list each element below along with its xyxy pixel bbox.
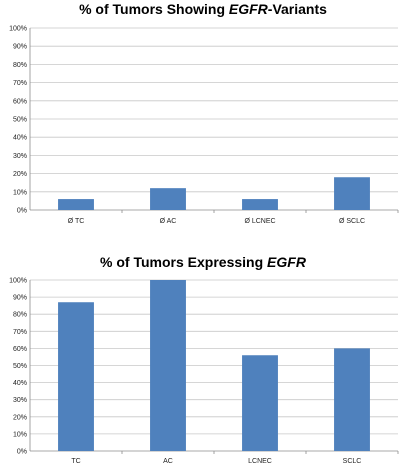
y-tick-label: 80% — [13, 312, 27, 319]
bar — [150, 188, 186, 210]
y-tick-label: 30% — [13, 153, 27, 160]
y-tick-label: 40% — [13, 380, 27, 387]
y-tick-label: 60% — [13, 346, 27, 353]
y-tick-label: 70% — [13, 80, 27, 87]
bar — [334, 177, 370, 210]
y-tick-label: 60% — [13, 98, 27, 105]
chart-1: % of Tumors Showing EGFR-Variants 0% 10% 20… — [9, 1, 399, 225]
category-label: Ø LCNEC — [244, 218, 275, 225]
category-label: TC — [71, 458, 80, 465]
chart-title: % of Tumors Showing EGFR-Variants — [79, 1, 327, 17]
y-tick-label: 10% — [13, 431, 27, 438]
bar — [58, 302, 94, 451]
category-label: Ø AC — [160, 218, 177, 225]
y-tick-label: 20% — [13, 414, 27, 421]
y-tick-label: 10% — [13, 189, 27, 196]
y-tick-label: 100% — [9, 26, 27, 33]
bar — [334, 348, 370, 451]
chart-title: % of Tumors Expressing EGFR — [100, 254, 307, 270]
y-tick-label: 80% — [13, 62, 27, 69]
y-tick-label: 50% — [13, 363, 27, 370]
y-tick-label: 90% — [13, 44, 27, 51]
y-tick-label: 40% — [13, 135, 27, 142]
bar — [242, 355, 278, 451]
y-tick-label: 70% — [13, 329, 27, 336]
bar — [242, 199, 278, 210]
y-tick-label: 100% — [9, 278, 27, 285]
bar — [150, 280, 186, 451]
y-tick-label: 30% — [13, 397, 27, 404]
y-tick-label: 50% — [13, 117, 27, 124]
category-label: Ø SCLC — [339, 218, 365, 225]
chart-2: % of Tumors Expressing EGFR 0% 10% 20% 30% 40… — [9, 254, 399, 465]
bar — [58, 199, 94, 210]
category-label: LCNEC — [248, 458, 272, 465]
category-label: Ø TC — [68, 218, 85, 225]
y-tick-label: 0% — [17, 208, 27, 215]
y-tick-label: 20% — [13, 171, 27, 178]
category-label: AC — [163, 458, 173, 465]
category-label: SCLC — [343, 458, 362, 465]
y-tick-label: 90% — [13, 295, 27, 302]
y-tick-label: 0% — [17, 449, 27, 456]
